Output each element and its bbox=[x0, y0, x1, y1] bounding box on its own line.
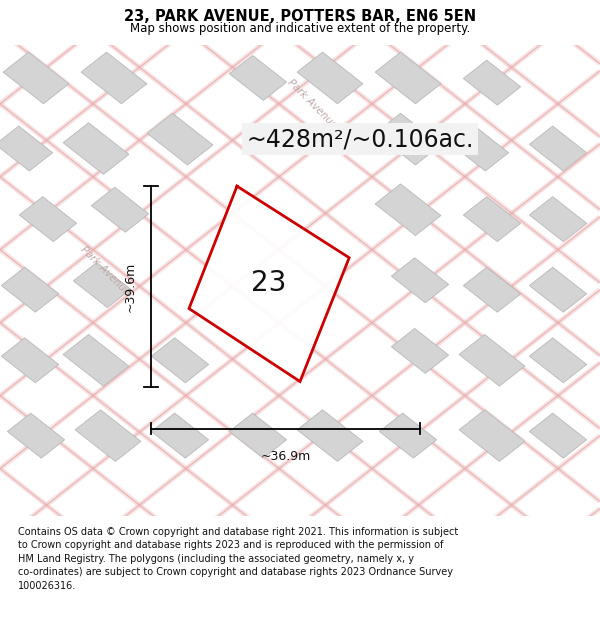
Polygon shape bbox=[529, 268, 587, 312]
Text: Park Avenue: Park Avenue bbox=[286, 77, 338, 131]
Polygon shape bbox=[375, 184, 441, 236]
Polygon shape bbox=[391, 258, 449, 302]
Text: ~36.9m: ~36.9m bbox=[260, 450, 311, 462]
Polygon shape bbox=[391, 329, 449, 373]
Polygon shape bbox=[459, 410, 525, 461]
Polygon shape bbox=[375, 52, 441, 104]
Polygon shape bbox=[229, 413, 287, 458]
Polygon shape bbox=[463, 268, 521, 312]
Polygon shape bbox=[529, 338, 587, 382]
Polygon shape bbox=[91, 188, 149, 232]
Polygon shape bbox=[0, 126, 53, 171]
Polygon shape bbox=[529, 413, 587, 458]
Polygon shape bbox=[63, 122, 129, 174]
Text: Map shows position and indicative extent of the property.: Map shows position and indicative extent… bbox=[130, 22, 470, 35]
Polygon shape bbox=[75, 410, 141, 461]
Polygon shape bbox=[7, 413, 65, 458]
Polygon shape bbox=[73, 262, 131, 308]
Polygon shape bbox=[463, 197, 521, 242]
Text: ~428m²/~0.106ac.: ~428m²/~0.106ac. bbox=[247, 127, 473, 151]
Polygon shape bbox=[147, 113, 213, 165]
Polygon shape bbox=[375, 113, 441, 165]
Polygon shape bbox=[151, 413, 209, 458]
Polygon shape bbox=[3, 52, 69, 104]
Text: Contains OS data © Crown copyright and database right 2021. This information is : Contains OS data © Crown copyright and d… bbox=[18, 526, 458, 591]
Text: 23: 23 bbox=[251, 269, 286, 298]
Polygon shape bbox=[229, 56, 287, 101]
Polygon shape bbox=[81, 52, 147, 104]
Polygon shape bbox=[189, 186, 349, 381]
Polygon shape bbox=[297, 410, 363, 461]
Polygon shape bbox=[529, 197, 587, 242]
Polygon shape bbox=[379, 413, 437, 458]
Text: 23, PARK AVENUE, POTTERS BAR, EN6 5EN: 23, PARK AVENUE, POTTERS BAR, EN6 5EN bbox=[124, 9, 476, 24]
Polygon shape bbox=[63, 334, 129, 386]
Text: Park Avenue: Park Avenue bbox=[79, 244, 131, 298]
Polygon shape bbox=[459, 334, 525, 386]
Polygon shape bbox=[297, 52, 363, 104]
Polygon shape bbox=[151, 338, 209, 382]
Polygon shape bbox=[529, 126, 587, 171]
Polygon shape bbox=[1, 338, 59, 382]
Polygon shape bbox=[1, 268, 59, 312]
Polygon shape bbox=[451, 126, 509, 171]
Text: ~39.6m: ~39.6m bbox=[123, 261, 136, 312]
Polygon shape bbox=[463, 60, 521, 105]
Polygon shape bbox=[19, 197, 77, 242]
